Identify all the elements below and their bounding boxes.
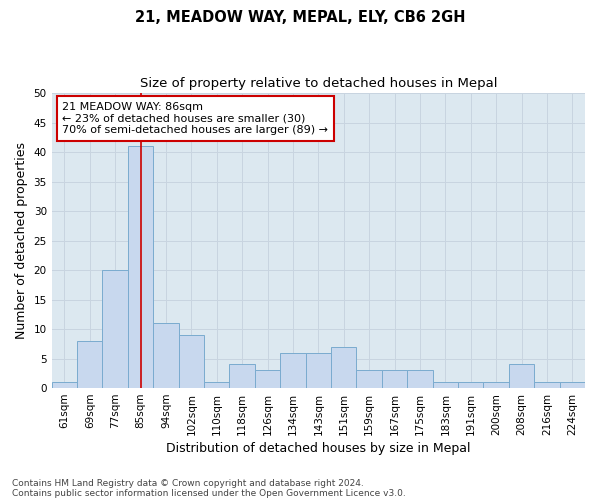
Bar <box>458 382 484 388</box>
Bar <box>534 382 560 388</box>
Bar <box>331 347 356 388</box>
Bar <box>305 352 331 388</box>
Bar <box>484 382 509 388</box>
Bar <box>255 370 280 388</box>
Title: Size of property relative to detached houses in Mepal: Size of property relative to detached ho… <box>140 78 497 90</box>
X-axis label: Distribution of detached houses by size in Mepal: Distribution of detached houses by size … <box>166 442 470 455</box>
Bar <box>229 364 255 388</box>
Text: 21, MEADOW WAY, MEPAL, ELY, CB6 2GH: 21, MEADOW WAY, MEPAL, ELY, CB6 2GH <box>135 10 465 25</box>
Bar <box>356 370 382 388</box>
Bar <box>433 382 458 388</box>
Bar <box>407 370 433 388</box>
Bar <box>179 335 204 388</box>
Bar <box>280 352 305 388</box>
Text: 21 MEADOW WAY: 86sqm
← 23% of detached houses are smaller (30)
70% of semi-detac: 21 MEADOW WAY: 86sqm ← 23% of detached h… <box>62 102 328 135</box>
Text: Contains public sector information licensed under the Open Government Licence v3: Contains public sector information licen… <box>12 488 406 498</box>
Bar <box>77 341 103 388</box>
Bar <box>382 370 407 388</box>
Text: Contains HM Land Registry data © Crown copyright and database right 2024.: Contains HM Land Registry data © Crown c… <box>12 478 364 488</box>
Bar <box>560 382 585 388</box>
Bar <box>52 382 77 388</box>
Bar <box>509 364 534 388</box>
Bar <box>204 382 229 388</box>
Bar <box>103 270 128 388</box>
Bar <box>153 323 179 388</box>
Y-axis label: Number of detached properties: Number of detached properties <box>15 142 28 339</box>
Bar <box>128 146 153 388</box>
